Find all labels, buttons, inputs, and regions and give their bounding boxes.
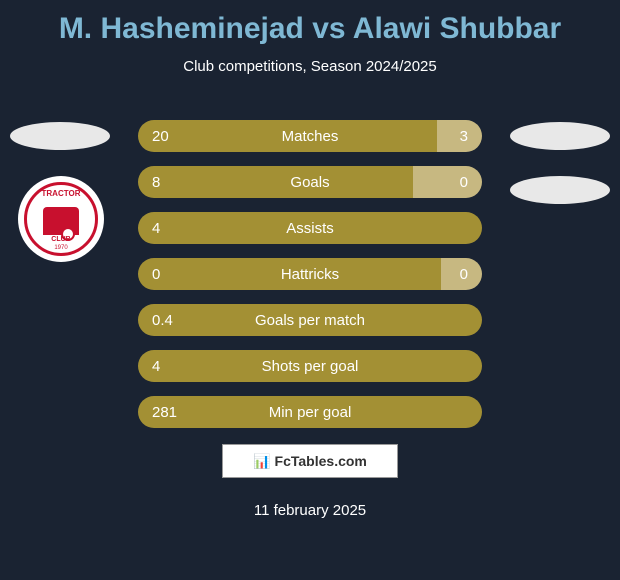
stat-label: Min per goal [269, 404, 352, 421]
stat-fill-left [138, 166, 413, 198]
chart-icon: 📊 [253, 453, 270, 470]
tractor-year: 1970 [54, 245, 67, 251]
stat-fill-right [413, 166, 482, 198]
tractor-logo: TRACTOR CLUB 1970 [24, 182, 98, 256]
date-text: 11 february 2025 [254, 502, 366, 519]
stat-bar: 20 Matches 3 [138, 120, 482, 152]
stat-label: Goals [290, 174, 329, 191]
player-right-club-placeholder [510, 176, 610, 204]
stat-value-left: 8 [152, 174, 160, 191]
stat-label: Goals per match [255, 312, 365, 329]
fctables-brand-badge: 📊 FcTables.com [222, 444, 398, 478]
stat-value-left: 0 [152, 266, 160, 283]
comparison-title: M. Hasheminejad vs Alawi Shubbar [0, 0, 620, 46]
stat-value-right: 3 [460, 128, 468, 145]
stat-label: Hattricks [281, 266, 339, 283]
stat-label: Assists [286, 220, 334, 237]
stat-bar: 0.4 Goals per match [138, 304, 482, 336]
player-left-flag-placeholder [10, 122, 110, 150]
stat-value-left: 0.4 [152, 312, 173, 329]
player-right-flag-placeholder [510, 122, 610, 150]
comparison-subtitle: Club competitions, Season 2024/2025 [0, 58, 620, 75]
stat-bar: 4 Assists [138, 212, 482, 244]
stat-bar: 8 Goals 0 [138, 166, 482, 198]
tractor-text-bottom: CLUB [51, 236, 70, 243]
stat-value-left: 20 [152, 128, 169, 145]
stat-value-right: 0 [460, 266, 468, 283]
stat-value-left: 4 [152, 358, 160, 375]
tractor-text-top: TRACTOR [42, 189, 81, 198]
stat-value-left: 281 [152, 404, 177, 421]
stat-label: Matches [282, 128, 339, 145]
stats-container: 20 Matches 3 8 Goals 0 4 Assists 0 Hattricks 0 0.4 G… [138, 120, 482, 442]
stat-label: Shots per goal [262, 358, 359, 375]
stat-bar: 281 Min per goal [138, 396, 482, 428]
stat-value-right: 0 [460, 174, 468, 191]
stat-value-left: 4 [152, 220, 160, 237]
brand-text: FcTables.com [275, 453, 367, 469]
player-left-club-badge: TRACTOR CLUB 1970 [18, 176, 104, 262]
stat-bar: 0 Hattricks 0 [138, 258, 482, 290]
stat-bar: 4 Shots per goal [138, 350, 482, 382]
tractor-icon [43, 207, 79, 235]
